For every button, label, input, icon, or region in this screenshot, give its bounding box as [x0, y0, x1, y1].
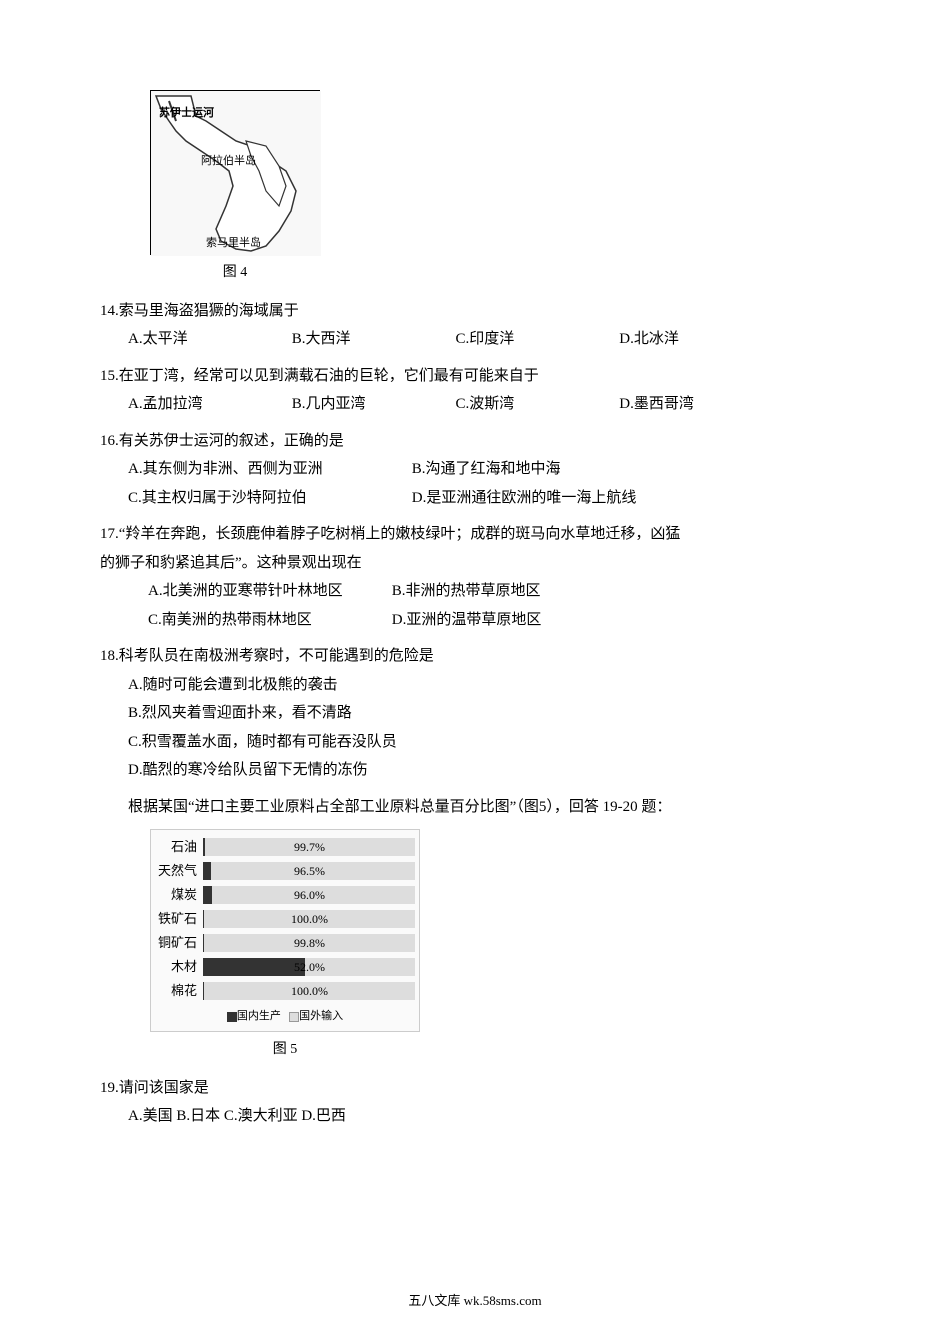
q18-opt-d: D.酷烈的寒冷给队员留下无情的冻伤 [128, 756, 368, 785]
chart-row: 棉花100.0% [155, 980, 415, 1002]
chart-row-label: 煤炭 [155, 883, 203, 908]
q16-opt-c: C.其主权归属于沙特阿拉伯 [128, 484, 408, 513]
chart-bar-area: 99.8% [203, 934, 415, 952]
chart-row: 铁矿石100.0% [155, 908, 415, 930]
chart-bar-value: 96.0% [204, 886, 415, 904]
chart-bar-value: 96.5% [204, 862, 415, 880]
passage-note: 根据某国“进口主要工业原料占全部工业原料总量百分比图”（图5），回答 19-20… [128, 793, 850, 822]
q14-text: 14.索马里海盗猖獗的海域属于 [100, 297, 850, 326]
q15-opt-a: A.孟加拉湾 [128, 390, 288, 419]
chart-row-label: 木材 [155, 955, 203, 980]
question-16: 16.有关苏伊士运河的叙述，正确的是 A.其东侧为非洲、西侧为亚洲 B.沟通了红… [100, 427, 850, 513]
question-14: 14.索马里海盗猖獗的海域属于 A.太平洋 B.大西洋 C.印度洋 D.北冰洋 [100, 297, 850, 354]
q16-text: 16.有关苏伊士运河的叙述，正确的是 [100, 427, 850, 456]
legend-swatch-domestic [227, 1012, 237, 1022]
chart-row-label: 铁矿石 [155, 907, 203, 932]
q17-opt-a: A.北美洲的亚寒带针叶林地区 [148, 577, 388, 606]
q17-text2: 的狮子和豹紧追其后”。这种景观出现在 [100, 549, 850, 578]
chart-bar-value: 100.0% [204, 910, 415, 928]
q19-text: 19.请问该国家是 [100, 1074, 850, 1103]
chart-legend: 国内生产 国外输入 [155, 1006, 415, 1027]
chart-row: 天然气96.5% [155, 860, 415, 882]
q14-opt-a: A.太平洋 [128, 325, 288, 354]
q16-opt-a: A.其东侧为非洲、西侧为亚洲 [128, 455, 408, 484]
map-label-somalia: 索马里半岛 [206, 233, 261, 254]
map-label-arabia: 阿拉伯半岛 [201, 151, 256, 172]
chart-row-label: 棉花 [155, 979, 203, 1004]
figure-4-caption: 图 4 [150, 260, 320, 287]
chart-row-label: 天然气 [155, 859, 203, 884]
question-17: 17.“羚羊在奔跑，长颈鹿伸着脖子吃树梢上的嫩枝绿叶；成群的斑马向水草地迁移，凶… [100, 520, 850, 634]
chart-bar-area: 100.0% [203, 910, 415, 928]
map-label-suez: 苏伊士运河 [159, 103, 214, 124]
chart-row: 煤炭96.0% [155, 884, 415, 906]
figure-5-caption: 图 5 [150, 1037, 420, 1064]
q17-text1: 17.“羚羊在奔跑，长颈鹿伸着脖子吃树梢上的嫩枝绿叶；成群的斑马向水草地迁移，凶… [100, 520, 850, 549]
q16-opt-d: D.是亚洲通往欧洲的唯一海上航线 [412, 484, 692, 513]
q18-opt-b: B.烈风夹着雪迎面扑来，看不清路 [128, 699, 352, 728]
map-image: 苏伊士运河 阿拉伯半岛 索马里半岛 [150, 90, 320, 255]
q14-opt-c: C.印度洋 [456, 325, 616, 354]
q18-text: 18.科考队员在南极洲考察时，不可能遇到的危险是 [100, 642, 850, 671]
chart-bar-area: 100.0% [203, 982, 415, 1000]
q15-opt-b: B.几内亚湾 [292, 390, 452, 419]
chart-row: 木材52.0% [155, 956, 415, 978]
q15-opt-c: C.波斯湾 [456, 390, 616, 419]
q18-opt-c: C.积雪覆盖水面，随时都有可能吞没队员 [128, 728, 397, 757]
chart-bar-area: 99.7% [203, 838, 415, 856]
q17-opt-c: C.南美洲的热带雨林地区 [148, 606, 388, 635]
chart-row-label: 铜矿石 [155, 931, 203, 956]
question-19: 19.请问该国家是 A.美国 B.日本 C.澳大利亚 D.巴西 [100, 1074, 850, 1131]
q19-opts: A.美国 B.日本 C.澳大利亚 D.巴西 [128, 1102, 346, 1131]
chart-bar-value: 99.7% [204, 838, 415, 856]
question-18: 18.科考队员在南极洲考察时，不可能遇到的危险是 A.随时可能会遭到北极熊的袭击… [100, 642, 850, 785]
legend-swatch-foreign [289, 1012, 299, 1022]
chart-bar-value: 100.0% [204, 982, 415, 1000]
chart-row: 石油99.7% [155, 836, 415, 858]
legend-domestic: 国内生产 [237, 1010, 281, 1022]
chart-row: 铜矿石99.8% [155, 932, 415, 954]
q16-opt-b: B.沟通了红海和地中海 [412, 455, 692, 484]
q15-text: 15.在亚丁湾，经常可以见到满载石油的巨轮，它们最有可能来自于 [100, 362, 850, 391]
chart-bar-value: 52.0% [204, 958, 415, 976]
chart-row-label: 石油 [155, 835, 203, 860]
footer-text: 五八文库 wk.58sms.com [100, 1289, 850, 1314]
figure-4: 苏伊士运河 阿拉伯半岛 索马里半岛 图 4 [150, 90, 850, 287]
bar-chart: 石油99.7%天然气96.5%煤炭96.0%铁矿石100.0%铜矿石99.8%木… [150, 829, 420, 1032]
chart-bar-value: 99.8% [204, 934, 415, 952]
q14-opt-b: B.大西洋 [292, 325, 452, 354]
legend-foreign: 国外输入 [299, 1010, 343, 1022]
chart-bar-area: 52.0% [203, 958, 415, 976]
q18-opt-a: A.随时可能会遭到北极熊的袭击 [128, 671, 338, 700]
q17-opt-b: B.非洲的热带草原地区 [392, 577, 672, 606]
figure-5: 石油99.7%天然气96.5%煤炭96.0%铁矿石100.0%铜矿石99.8%木… [150, 829, 850, 1063]
chart-bar-area: 96.5% [203, 862, 415, 880]
q15-opt-d: D.墨西哥湾 [619, 390, 779, 419]
q17-opt-d: D.亚洲的温带草原地区 [392, 606, 672, 635]
q14-opt-d: D.北冰洋 [619, 325, 779, 354]
question-15: 15.在亚丁湾，经常可以见到满载石油的巨轮，它们最有可能来自于 A.孟加拉湾 B… [100, 362, 850, 419]
chart-bar-area: 96.0% [203, 886, 415, 904]
